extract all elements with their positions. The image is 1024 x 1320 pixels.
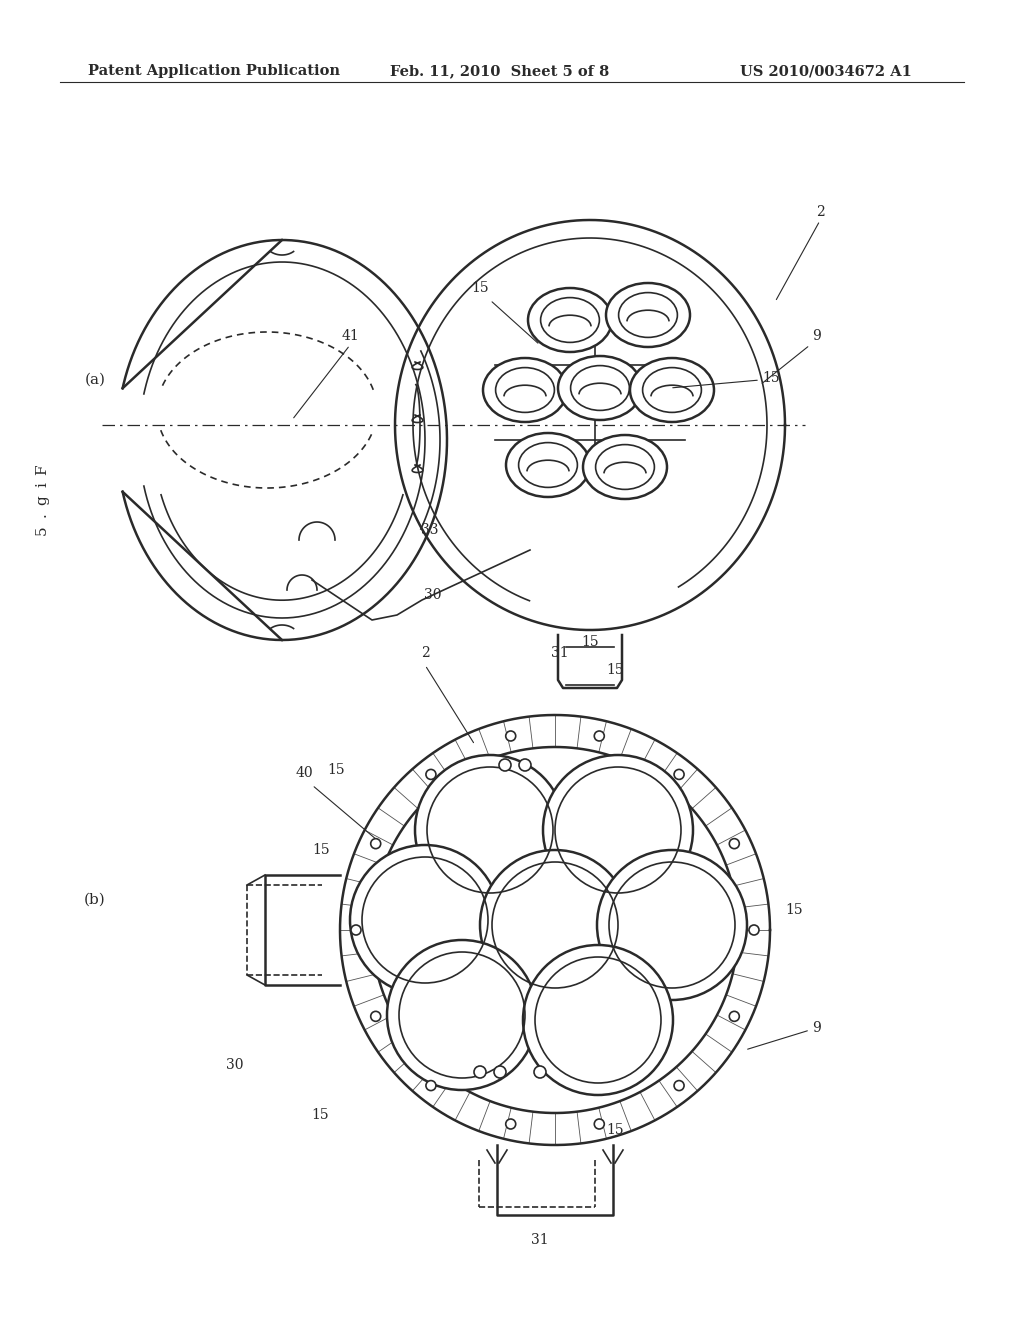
Circle shape <box>594 1119 604 1129</box>
Ellipse shape <box>483 358 567 422</box>
Circle shape <box>597 850 746 1001</box>
Text: (b): (b) <box>84 894 105 907</box>
Text: 30: 30 <box>424 587 441 602</box>
Circle shape <box>534 1067 546 1078</box>
Ellipse shape <box>630 358 714 422</box>
Circle shape <box>474 1067 486 1078</box>
Ellipse shape <box>558 356 642 420</box>
Text: 33: 33 <box>421 523 438 537</box>
Circle shape <box>350 845 500 995</box>
Circle shape <box>426 770 436 779</box>
Text: 15: 15 <box>328 763 345 777</box>
Circle shape <box>543 755 693 906</box>
Text: 5: 5 <box>35 525 49 535</box>
Text: 15: 15 <box>582 635 599 649</box>
Circle shape <box>387 940 537 1090</box>
Text: 9: 9 <box>812 329 821 343</box>
Text: 15: 15 <box>606 663 624 677</box>
Ellipse shape <box>583 436 667 499</box>
Ellipse shape <box>506 433 590 498</box>
Circle shape <box>523 945 673 1096</box>
Circle shape <box>351 925 361 935</box>
Text: Patent Application Publication: Patent Application Publication <box>88 65 340 78</box>
Text: F: F <box>35 465 49 475</box>
Circle shape <box>519 759 531 771</box>
Circle shape <box>415 755 565 906</box>
Text: 31: 31 <box>551 645 568 660</box>
Text: 15: 15 <box>471 281 488 294</box>
Text: 40: 40 <box>295 766 312 780</box>
Circle shape <box>480 850 630 1001</box>
Circle shape <box>494 1067 506 1078</box>
Text: 15: 15 <box>606 1123 624 1137</box>
Text: 9: 9 <box>812 1020 821 1035</box>
Circle shape <box>749 925 759 935</box>
Circle shape <box>594 731 604 741</box>
Ellipse shape <box>606 282 690 347</box>
Text: Feb. 11, 2010  Sheet 5 of 8: Feb. 11, 2010 Sheet 5 of 8 <box>390 65 609 78</box>
Circle shape <box>674 770 684 779</box>
Text: 15: 15 <box>785 903 803 917</box>
Circle shape <box>729 838 739 849</box>
Circle shape <box>674 1081 684 1090</box>
Text: 31: 31 <box>531 1233 549 1247</box>
Text: 15: 15 <box>312 843 330 857</box>
Text: i: i <box>35 483 49 487</box>
Circle shape <box>499 759 511 771</box>
Ellipse shape <box>528 288 612 352</box>
Text: 15: 15 <box>311 1107 329 1122</box>
Text: 2: 2 <box>816 205 824 219</box>
Text: .: . <box>35 512 49 517</box>
Circle shape <box>729 1011 739 1022</box>
Circle shape <box>371 1011 381 1022</box>
Circle shape <box>506 1119 516 1129</box>
Text: 2: 2 <box>421 645 429 660</box>
Text: 41: 41 <box>341 329 358 343</box>
Circle shape <box>506 731 516 741</box>
Circle shape <box>426 1081 436 1090</box>
Text: (a): (a) <box>85 374 105 387</box>
Text: US 2010/0034672 A1: US 2010/0034672 A1 <box>740 65 912 78</box>
Circle shape <box>371 838 381 849</box>
Text: 15: 15 <box>762 371 779 385</box>
Text: g: g <box>35 495 49 504</box>
Text: 30: 30 <box>226 1059 244 1072</box>
